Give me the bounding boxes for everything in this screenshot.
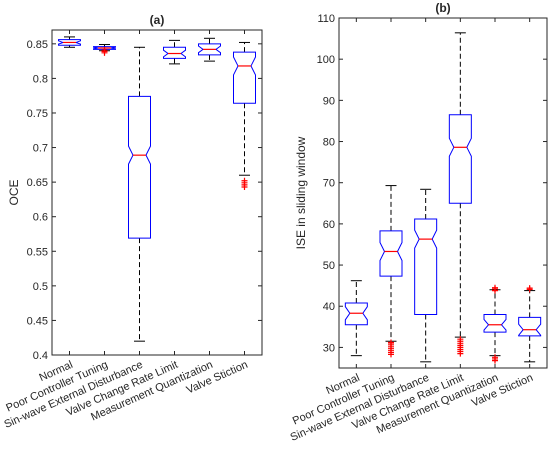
- box: [93, 46, 116, 50]
- y-tick-label-a: 0.75: [27, 108, 48, 120]
- y-tick-label-a: 0.7: [33, 143, 48, 155]
- box: [344, 302, 368, 326]
- y-tick-label-a: 0.5: [33, 281, 48, 293]
- box: [448, 114, 472, 204]
- outlier-point: [388, 339, 394, 346]
- chart-panel-b: (b) ISE in sliding window 30 40 50 60 70 80 90…: [289, 1, 548, 444]
- chart-title-b: (b): [435, 1, 450, 15]
- y-tick-label-b: 40: [323, 301, 335, 313]
- box: [58, 39, 81, 46]
- box: [233, 51, 256, 104]
- outlier-point: [492, 284, 498, 291]
- plot-frame-a: [51, 29, 263, 356]
- box: [518, 316, 542, 337]
- y-tick-label-a: 0.45: [27, 315, 48, 327]
- y-tick-label-a: 0.8: [33, 73, 48, 85]
- y-tick-label-a: 0.85: [27, 39, 48, 51]
- y-tick-label-b: 100: [317, 54, 335, 66]
- y-tick-label-b: 90: [323, 95, 335, 107]
- box: [198, 43, 221, 56]
- y-axis-label-b: ISE in sliding window: [294, 136, 308, 249]
- y-tick-label-b: 110: [317, 13, 335, 25]
- box: [379, 230, 403, 277]
- box: [163, 46, 186, 59]
- box: [483, 313, 507, 333]
- y-tick-label-b: 80: [323, 137, 335, 149]
- outlier-point: [526, 285, 533, 292]
- y-tick-label-b: 60: [323, 219, 335, 231]
- y-tick-label-a: 0.6: [33, 212, 48, 224]
- box: [414, 218, 438, 315]
- outlier-point: [101, 47, 108, 54]
- y-tick-label-b: 30: [323, 342, 335, 354]
- y-tick-label-b: 50: [323, 260, 335, 272]
- plot-frame-b: [338, 17, 548, 369]
- y-tick-label-a: 0.4: [33, 350, 48, 362]
- chart-title-a: (a): [150, 13, 165, 27]
- y-axis-label-a: OCE: [7, 179, 21, 205]
- outlier-point: [241, 177, 248, 184]
- box: [128, 95, 151, 239]
- y-tick-label-a: 0.55: [27, 246, 48, 258]
- chart-panel-a: (a) OCE 0.4 0.45 0.5 0.55 0.6 0.65 0.7 0.75 0.8 0…: [2, 13, 263, 431]
- outlier-point: [492, 354, 498, 361]
- outlier-point: [457, 336, 464, 343]
- y-tick-label-a: 0.65: [27, 177, 48, 189]
- y-tick-label-b: 70: [323, 178, 335, 190]
